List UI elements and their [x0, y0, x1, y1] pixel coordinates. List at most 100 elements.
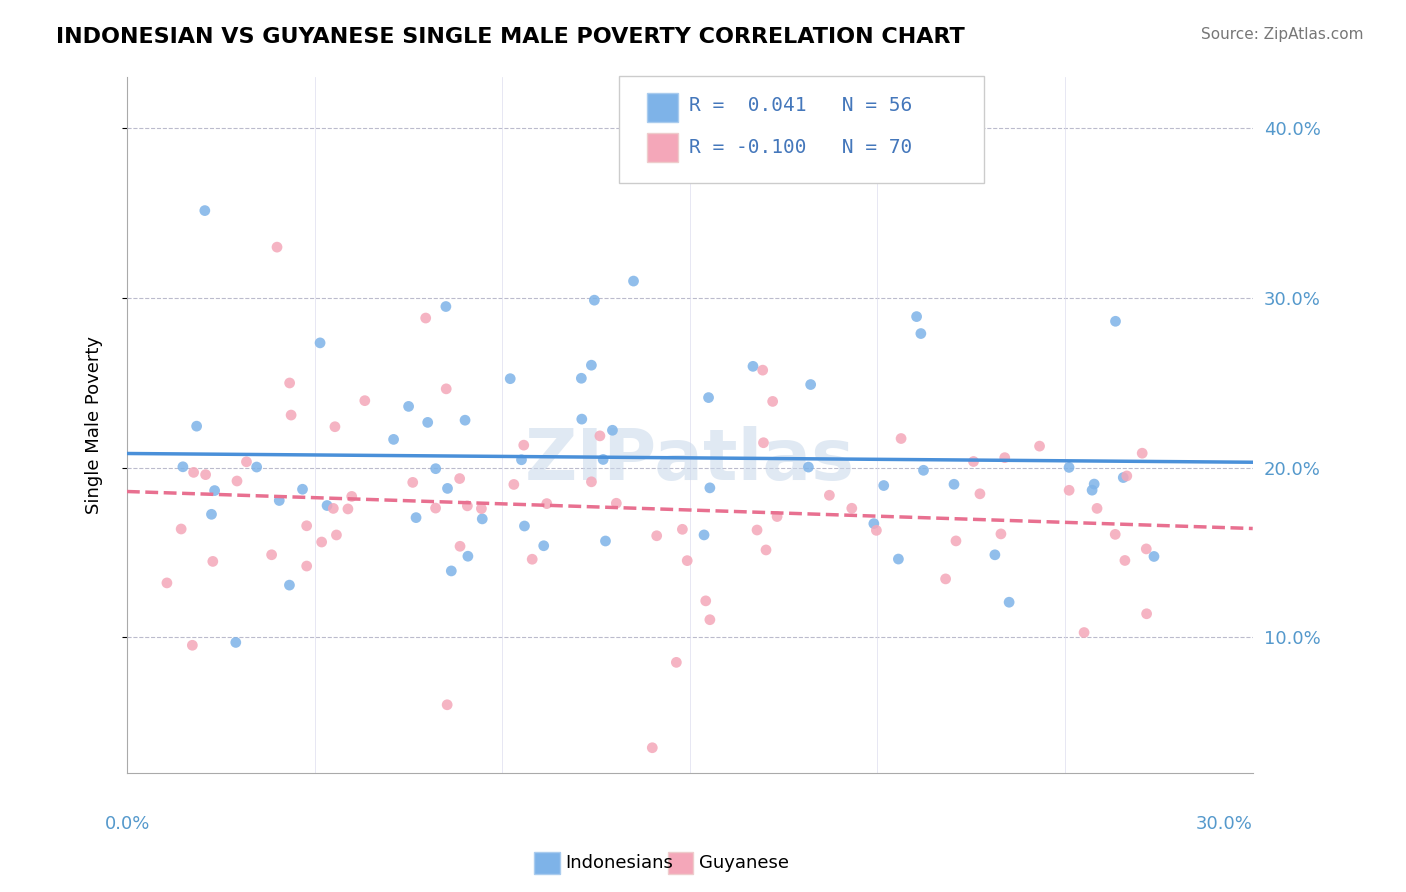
Point: [905, 310, 928, 324]
Point: [1143, 549, 1166, 564]
Point: [1104, 314, 1126, 328]
Point: [1057, 483, 1080, 498]
Point: [382, 433, 405, 447]
Point: [1085, 501, 1108, 516]
Point: [676, 554, 699, 568]
Point: [225, 635, 247, 649]
Point: [863, 516, 886, 531]
Point: [311, 535, 333, 549]
Point: [434, 300, 457, 314]
Text: 30.0%: 30.0%: [1197, 815, 1253, 833]
Point: [226, 474, 249, 488]
Point: [260, 548, 283, 562]
Point: [641, 740, 664, 755]
Text: ZIPatlas: ZIPatlas: [524, 425, 855, 494]
Point: [436, 482, 458, 496]
Point: [186, 419, 208, 434]
Point: [890, 432, 912, 446]
Point: [340, 490, 363, 504]
Point: [309, 335, 332, 350]
Point: [910, 326, 932, 341]
Point: [583, 293, 606, 308]
Point: [581, 475, 603, 489]
Point: [865, 524, 887, 538]
Point: [280, 408, 302, 422]
Point: [470, 501, 492, 516]
Point: [323, 419, 346, 434]
Point: [998, 595, 1021, 609]
Point: [1057, 460, 1080, 475]
Point: [156, 575, 179, 590]
Point: [513, 438, 536, 452]
Point: [502, 477, 524, 491]
Point: [533, 539, 555, 553]
Point: [589, 429, 612, 443]
Point: [943, 477, 966, 491]
Point: [699, 613, 721, 627]
Point: [887, 552, 910, 566]
Point: [699, 481, 721, 495]
Text: R =  0.041   N = 56: R = 0.041 N = 56: [689, 95, 912, 115]
Point: [873, 478, 896, 492]
Point: [984, 548, 1007, 562]
Point: [755, 543, 778, 558]
Point: [969, 487, 991, 501]
Point: [440, 564, 463, 578]
Point: [291, 482, 314, 496]
Point: [818, 488, 841, 502]
Point: [990, 527, 1012, 541]
Point: [235, 455, 257, 469]
Point: [800, 377, 823, 392]
Point: [353, 393, 375, 408]
Point: [1130, 446, 1153, 460]
Point: [697, 391, 720, 405]
Y-axis label: Single Male Poverty: Single Male Poverty: [86, 336, 103, 515]
Point: [665, 656, 688, 670]
Point: [766, 509, 789, 524]
Point: [962, 454, 984, 468]
Point: [581, 358, 603, 372]
Point: [170, 522, 193, 536]
Point: [797, 460, 820, 475]
Point: [592, 452, 614, 467]
Point: [571, 412, 593, 426]
Point: [457, 549, 479, 564]
Point: [449, 539, 471, 553]
Point: [752, 435, 775, 450]
Text: Guyanese: Guyanese: [699, 855, 789, 872]
Point: [745, 523, 768, 537]
Point: [398, 400, 420, 414]
Point: [278, 376, 301, 390]
Point: [201, 554, 224, 568]
Point: [436, 698, 458, 712]
Text: INDONESIAN VS GUYANESE SINGLE MALE POVERTY CORRELATION CHART: INDONESIAN VS GUYANESE SINGLE MALE POVER…: [56, 27, 965, 46]
Point: [912, 463, 935, 477]
Point: [325, 528, 347, 542]
Point: [449, 471, 471, 485]
Text: Source: ZipAtlas.com: Source: ZipAtlas.com: [1201, 27, 1364, 42]
Text: Indonesians: Indonesians: [565, 855, 673, 872]
Point: [471, 512, 494, 526]
Point: [1115, 469, 1137, 483]
Point: [945, 533, 967, 548]
Text: 0.0%: 0.0%: [104, 815, 150, 833]
Point: [1073, 625, 1095, 640]
Point: [602, 423, 624, 437]
Point: [1028, 439, 1050, 453]
Point: [1112, 470, 1135, 484]
Point: [434, 382, 457, 396]
Point: [742, 359, 765, 374]
Point: [416, 416, 439, 430]
Point: [425, 501, 447, 516]
Point: [295, 518, 318, 533]
Point: [510, 452, 533, 467]
Point: [266, 240, 288, 254]
Point: [295, 559, 318, 574]
Point: [671, 522, 693, 536]
Point: [513, 519, 536, 533]
Point: [322, 501, 344, 516]
Point: [316, 499, 339, 513]
Point: [762, 394, 785, 409]
Point: [204, 483, 226, 498]
Point: [1136, 607, 1159, 621]
